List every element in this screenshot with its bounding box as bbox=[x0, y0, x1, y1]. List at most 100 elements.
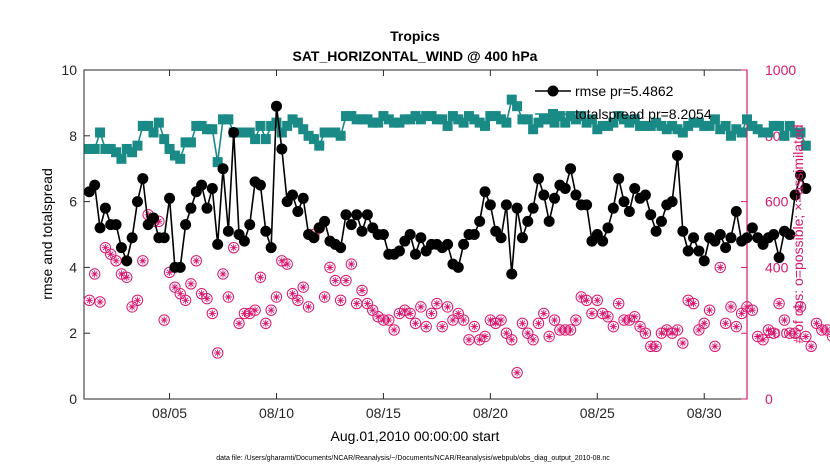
obs-possible-point bbox=[201, 292, 213, 305]
rmse-point bbox=[340, 209, 352, 221]
rmse-point bbox=[698, 255, 710, 267]
rmse-point bbox=[196, 179, 208, 191]
totalspread-point bbox=[421, 111, 432, 122]
rmse-point bbox=[180, 219, 192, 231]
obs-possible-point bbox=[468, 320, 481, 333]
obs-possible-point bbox=[356, 284, 368, 297]
totalspread-point bbox=[346, 111, 357, 122]
obs-assimilated-point bbox=[540, 309, 548, 318]
totalspread-point bbox=[533, 117, 544, 128]
rmse-point bbox=[789, 189, 801, 201]
obs-assimilated-point bbox=[738, 309, 746, 318]
legend-rmse-label: rmse pr=5.4862 bbox=[575, 83, 674, 99]
totalspread-point bbox=[463, 111, 474, 122]
rmse-point bbox=[254, 179, 266, 191]
obs-assimilated-point bbox=[443, 303, 452, 311]
rmse-point bbox=[714, 229, 726, 240]
totalspread-point bbox=[287, 114, 298, 125]
obs-possible-point bbox=[190, 255, 202, 267]
totalspread-point bbox=[292, 117, 303, 128]
totalspread-point bbox=[704, 120, 715, 131]
obs-assimilated-point bbox=[625, 316, 633, 324]
totalspread-point bbox=[768, 120, 779, 131]
totalspread-point bbox=[223, 114, 234, 125]
rmse-point bbox=[607, 202, 619, 214]
rmse-point bbox=[319, 215, 331, 227]
totalspread-point bbox=[207, 124, 218, 135]
obs-assimilated-point bbox=[599, 309, 607, 318]
totalspread-point bbox=[212, 157, 223, 168]
totalspread-point bbox=[282, 120, 293, 131]
obs-assimilated-point bbox=[326, 263, 334, 271]
rmse-point bbox=[773, 252, 785, 264]
rmse-point bbox=[688, 232, 700, 244]
obs-assimilated-point bbox=[406, 309, 414, 318]
totalspread-point bbox=[148, 127, 159, 138]
rmse-point bbox=[148, 212, 160, 224]
obs-possible-point bbox=[543, 330, 555, 343]
rmse-point bbox=[126, 232, 138, 244]
obs-assimilated-point bbox=[572, 316, 580, 324]
totalspread-point bbox=[442, 120, 453, 131]
obs-possible-point bbox=[714, 261, 726, 274]
obs-assimilated-point bbox=[657, 329, 666, 337]
totalspread-point bbox=[127, 147, 138, 158]
rmse-point bbox=[730, 205, 742, 217]
totalspread-point bbox=[383, 114, 394, 125]
obs-possible-point bbox=[794, 301, 807, 313]
obs-assimilated-point bbox=[427, 309, 436, 318]
totalspread-point bbox=[747, 120, 758, 131]
obs-assimilated-point bbox=[593, 296, 601, 304]
obs-assimilated-point bbox=[470, 323, 478, 331]
totalspread-point bbox=[453, 114, 464, 125]
rmse-point bbox=[527, 202, 539, 214]
legend-totalspread-marker bbox=[548, 109, 558, 119]
obs-assimilated-point bbox=[192, 257, 200, 265]
obs-possible-point bbox=[768, 327, 780, 339]
obs-assimilated-point bbox=[187, 280, 195, 288]
obs-assimilated-point bbox=[582, 296, 591, 304]
totalspread-point bbox=[415, 114, 426, 125]
obs-assimilated-point bbox=[481, 332, 489, 341]
y-tick-label: 10 bbox=[61, 62, 77, 78]
totalspread-point bbox=[303, 130, 314, 141]
rmse-point bbox=[201, 202, 213, 214]
rmse-point bbox=[655, 215, 667, 227]
obs-possible-point bbox=[206, 307, 219, 320]
rmse-point bbox=[415, 232, 427, 244]
obs-assimilated-point bbox=[337, 296, 345, 304]
totalspread-point bbox=[672, 124, 683, 135]
totalspread-point bbox=[790, 127, 801, 138]
obs-assimilated-point bbox=[342, 276, 350, 285]
totalspread-point bbox=[667, 120, 678, 131]
obs-assimilated-point bbox=[513, 369, 521, 377]
totalspread-point bbox=[116, 153, 127, 164]
rmse-point bbox=[260, 225, 272, 237]
obs-assimilated-point bbox=[107, 250, 115, 258]
obs-assimilated-point bbox=[374, 313, 382, 321]
rmse-point bbox=[121, 255, 133, 267]
rmse-point bbox=[597, 235, 609, 247]
rmse-point bbox=[137, 173, 149, 185]
totalspread-point bbox=[201, 124, 212, 135]
totalspread-point bbox=[340, 111, 351, 122]
totalspread-point bbox=[512, 101, 523, 112]
y2-tick-label: 1000 bbox=[765, 62, 796, 78]
obs-assimilated-point bbox=[770, 329, 778, 337]
obs-assimilated-point bbox=[155, 217, 163, 225]
totalspread-point bbox=[656, 120, 667, 131]
obs-assimilated-point bbox=[171, 283, 179, 291]
totalspread-point bbox=[276, 127, 287, 138]
obs-assimilated-point bbox=[395, 309, 404, 318]
totalspread-point bbox=[688, 117, 699, 128]
obs-assimilated-point bbox=[283, 260, 291, 268]
x-tick-label: 08/05 bbox=[152, 405, 187, 421]
rmse-point bbox=[677, 225, 689, 237]
obs-possible-point bbox=[703, 304, 716, 316]
totalspread-point bbox=[560, 117, 571, 128]
totalspread-point bbox=[111, 147, 122, 158]
obs-assimilated-point bbox=[780, 316, 789, 324]
rmse-point bbox=[474, 215, 486, 227]
obs-assimilated-point bbox=[208, 309, 216, 318]
totalspread-point bbox=[709, 114, 720, 125]
